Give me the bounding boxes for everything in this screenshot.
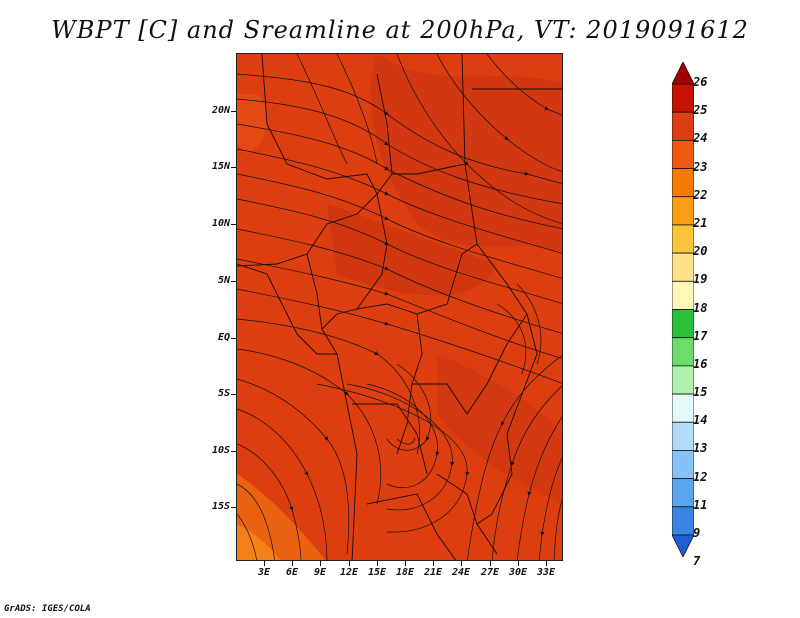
colorbar-label: 25 xyxy=(693,103,708,118)
lon-tick-mark xyxy=(405,561,406,566)
lon-tick-mark xyxy=(461,561,462,566)
lat-tick-label: 15S xyxy=(211,501,230,512)
lat-tick-label: 15N xyxy=(211,161,230,172)
colorbar-segment xyxy=(672,393,694,423)
lat-tick-label: 20N xyxy=(211,105,230,116)
colorbar-segment xyxy=(672,337,694,367)
colorbar-label: 14 xyxy=(693,413,708,428)
footer-credit: GrADS: IGES/COLA xyxy=(4,604,91,614)
lat-tick-mark xyxy=(231,111,236,112)
lon-tick-label: 33E xyxy=(536,567,556,578)
lat-tick-mark xyxy=(231,167,236,168)
lon-tick-mark xyxy=(292,561,293,566)
colorbar-label: 22 xyxy=(693,187,708,202)
map-panel xyxy=(236,53,563,561)
colorbar-label: 12 xyxy=(693,469,708,484)
colorbar-segment xyxy=(672,365,694,395)
colorbar-segment xyxy=(672,309,694,339)
lon-tick-label: 18E xyxy=(395,567,415,578)
map-svg xyxy=(237,54,562,560)
lat-tick-mark xyxy=(231,507,236,508)
lon-tick-mark xyxy=(320,561,321,566)
wbpt-warm-patch xyxy=(327,204,497,296)
lon-tick-mark xyxy=(264,561,265,566)
lon-tick-label: 12E xyxy=(339,567,359,578)
colorbar-label: 18 xyxy=(693,300,708,315)
colorbar-segment xyxy=(672,534,694,557)
colorbar-label: 26 xyxy=(693,75,708,89)
lon-tick-label: 27E xyxy=(480,567,500,578)
colorbar-segment xyxy=(672,224,694,254)
colorbar-label: 15 xyxy=(693,385,708,400)
lat-tick-mark xyxy=(231,338,236,339)
lon-tick-mark xyxy=(377,561,378,566)
lat-tick-mark xyxy=(231,451,236,452)
lat-tick-label: 5S xyxy=(217,388,230,399)
colorbar-label: 13 xyxy=(693,441,708,456)
colorbar-label: 17 xyxy=(693,328,708,343)
colorbar-segment xyxy=(672,450,694,480)
lon-tick-mark xyxy=(546,561,547,566)
colorbar-segment xyxy=(672,111,694,141)
colorbar-segment xyxy=(672,62,694,85)
lat-tick-label: 10N xyxy=(211,218,230,229)
colorbar xyxy=(672,62,694,557)
colorbar-label: 11 xyxy=(693,497,708,512)
colorbar-label: 19 xyxy=(693,272,708,287)
lon-tick-mark xyxy=(349,561,350,566)
colorbar-segments xyxy=(672,62,694,557)
colorbar-label: 23 xyxy=(693,159,708,174)
lat-tick-mark xyxy=(231,281,236,282)
lon-tick-label: 3E xyxy=(257,567,271,578)
lat-tick-label: 5N xyxy=(217,275,230,286)
colorbar-label: 24 xyxy=(693,131,708,146)
streamlines xyxy=(237,54,562,560)
lat-tick-mark xyxy=(231,394,236,395)
lon-tick-mark xyxy=(490,561,491,566)
lon-tick-label: 24E xyxy=(451,567,471,578)
colorbar-segment xyxy=(672,478,694,508)
lat-tick-label: EQ xyxy=(217,332,230,343)
lat-tick-label: 10S xyxy=(211,445,230,456)
colorbar-segment xyxy=(672,252,694,282)
colorbar-segment xyxy=(672,83,694,113)
wbpt-cool-patch xyxy=(237,524,281,560)
lat-tick-mark xyxy=(231,224,236,225)
lon-tick-label: 21E xyxy=(423,567,443,578)
colorbar-label: 9 xyxy=(693,526,701,540)
colorbar-segment xyxy=(672,280,694,310)
colorbar-segment xyxy=(672,421,694,451)
colorbar-segment xyxy=(672,506,694,536)
lon-tick-label: 30E xyxy=(508,567,528,578)
lon-tick-label: 6E xyxy=(285,567,299,578)
colorbar-label: 16 xyxy=(693,356,708,371)
colorbar-label: 21 xyxy=(693,215,708,230)
lon-tick-mark xyxy=(433,561,434,566)
colorbar-segment xyxy=(672,196,694,226)
lon-tick-mark xyxy=(518,561,519,566)
lon-tick-label: 15E xyxy=(367,567,387,578)
wbpt-cool-patch xyxy=(237,94,268,154)
colorbar-segment xyxy=(672,168,694,198)
colorbar-label: 20 xyxy=(693,244,708,259)
plot-title: WBPT [C] and Sreamline at 200hPa, VT: 20… xyxy=(51,16,749,44)
colorbar-label: 7 xyxy=(693,554,701,569)
lon-tick-label: 9E xyxy=(313,567,327,578)
colorbar-segment xyxy=(672,139,694,169)
